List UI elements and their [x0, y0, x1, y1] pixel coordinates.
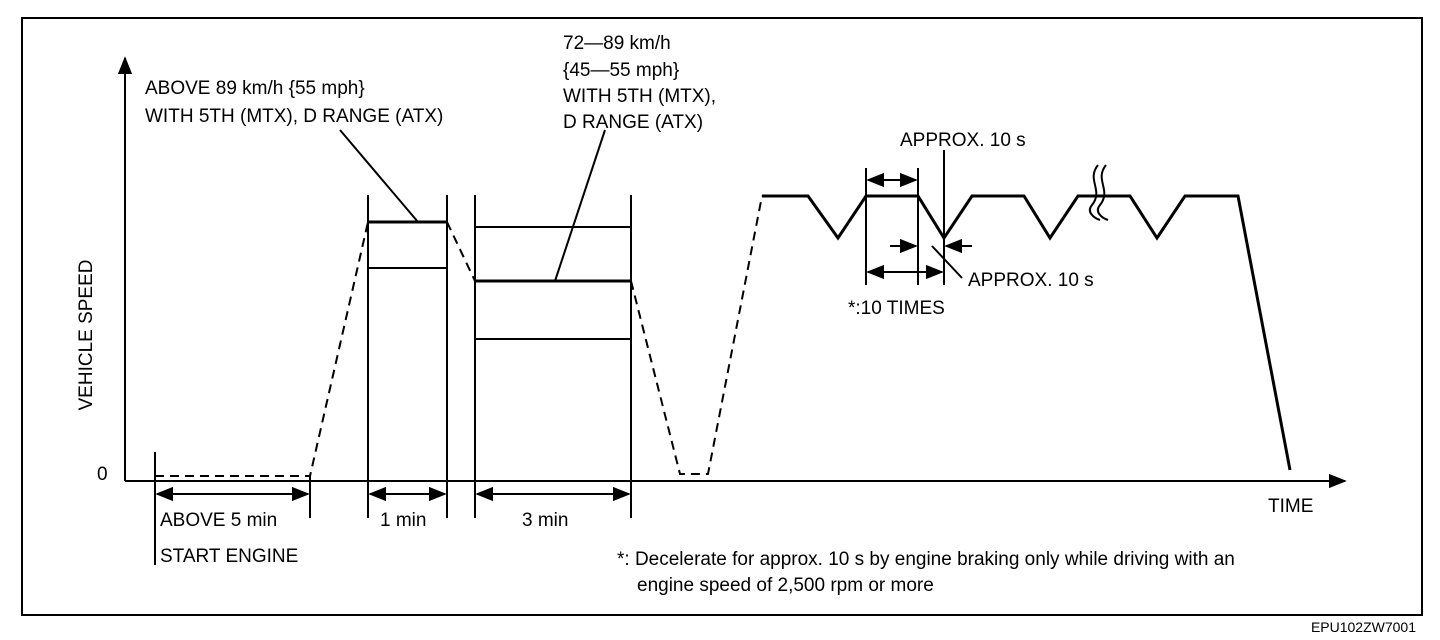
annotation: APPROX. 10 s: [900, 130, 1026, 151]
footnote: engine speed of 2,500 rpm or more: [637, 575, 934, 596]
break-mark: [1088, 164, 1109, 221]
annotation: WITH 5TH (MTX), D RANGE (ATX): [145, 106, 443, 127]
transition: [446, 221, 476, 282]
figure-code: EPU102ZW7001: [1311, 619, 1416, 635]
annotation: {45—55 mph}: [563, 60, 679, 81]
leader-line: [931, 245, 963, 279]
annotation: ABOVE 5 min: [160, 510, 277, 531]
annotation: 72—89 km/h: [563, 33, 671, 54]
annotation: APPROX. 10 s: [968, 270, 1094, 291]
dimensions: [155, 129, 972, 502]
annotation: *:10 TIMES: [848, 298, 945, 319]
leader-line: [554, 129, 606, 282]
leader-line: [339, 129, 419, 223]
footnote: *: Decelerate for approx. 10 s by engine…: [617, 549, 1235, 570]
annotation: 1 min: [380, 510, 426, 531]
annotation: 3 min: [522, 510, 568, 531]
axes: [117, 56, 1347, 489]
x-axis-label: TIME: [1268, 496, 1313, 517]
decel-cycle: [762, 194, 1292, 471]
zero-label: 0: [97, 464, 108, 485]
frame: [21, 17, 1423, 616]
annotation: ABOVE 89 km/h {55 mph}: [145, 78, 365, 99]
profile: [154, 150, 1292, 565]
annotation: D RANGE (ATX): [563, 112, 703, 133]
y-axis-label: VEHICLE SPEED: [76, 260, 97, 411]
transition: [630, 195, 763, 475]
annotation: WITH 5TH (MTX),: [563, 86, 716, 107]
annotation: START ENGINE: [160, 546, 298, 567]
warmup-segment: [155, 221, 369, 477]
